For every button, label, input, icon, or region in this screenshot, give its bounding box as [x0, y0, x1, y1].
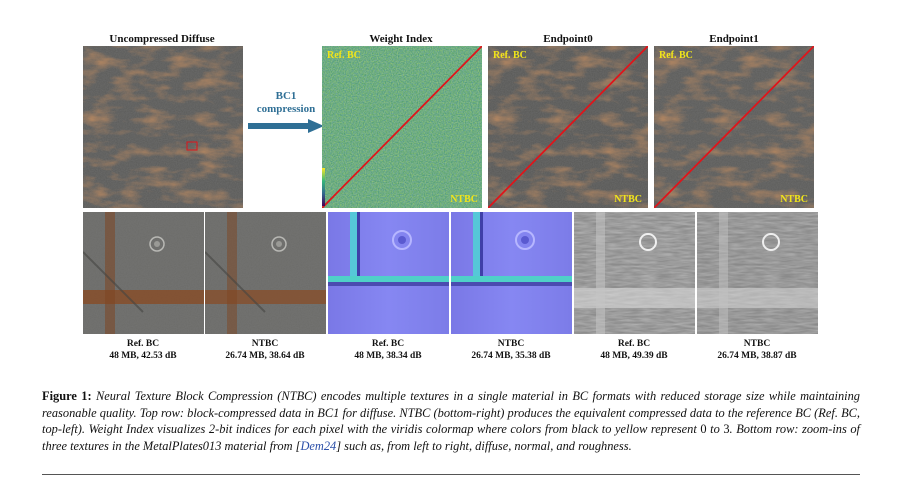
diagonal-line	[654, 46, 814, 208]
caption-text-part1: Neural Texture Block Compression (NTBC) …	[42, 389, 860, 437]
citation-link[interactable]: Dem24	[300, 438, 337, 453]
zoom-caption-name: NTBC	[743, 339, 771, 349]
overlay-ntbc: NTBC	[780, 194, 808, 205]
overlay-ref-bc: Ref. BC	[493, 50, 527, 61]
zoom-caption-name: NTBC	[497, 339, 525, 349]
zoom-caption-stats: 26.74 MB, 38.87 dB	[717, 351, 797, 361]
zoom-diffuse-ntbc-image	[205, 212, 326, 334]
zoom-caption-stats: 48 MB, 49.39 dB	[600, 351, 668, 361]
overlay-ntbc: NTBC	[450, 194, 478, 205]
overlay-ref-bc: Ref. BC	[327, 50, 361, 61]
caption-text-part2: . Bottom row: zoom-ins of three textures…	[42, 422, 860, 453]
zoom-caption-stats: 48 MB, 42.53 dB	[109, 351, 177, 361]
uncompressed-diffuse-image	[83, 46, 243, 208]
caption-value-three: 3	[723, 422, 730, 437]
zoom-caption-stats: 48 MB, 38.34 dB	[354, 351, 422, 361]
figure-label: Figure 1:	[42, 389, 92, 403]
caption-text-mid: to	[706, 422, 724, 437]
title-endpoint1: Endpoint1	[709, 33, 759, 45]
caption-value-zero: 0	[700, 422, 707, 437]
arrow-label-line2: compression	[256, 103, 316, 115]
zoom-normal-ref-image	[328, 212, 449, 334]
caption-bottom-rule	[42, 474, 860, 475]
title-uncompressed-diffuse: Uncompressed Diffuse	[109, 33, 215, 45]
overlay-ref-bc: Ref. BC	[659, 50, 693, 61]
zoom-roughness-ntbc-image	[697, 212, 818, 334]
endpoint0-image: Ref. BC NTBC	[488, 46, 648, 208]
zoom-caption-diffuse-ntbc: NTBC 26.74 MB, 38.64 dB	[195, 338, 335, 362]
weight-index-image: Ref. BC NTBC	[322, 46, 482, 208]
title-endpoint0: Endpoint0	[543, 33, 593, 45]
figure-caption: Figure 1: Neural Texture Block Compressi…	[42, 388, 860, 454]
arrow-label-line1: BC1	[275, 90, 297, 102]
caption-text-part3: ] such as, from left to right, diffuse, …	[336, 438, 632, 453]
zoom-caption-normal-ref: Ref. BC 48 MB, 38.34 dB	[318, 338, 458, 362]
right-arrow-icon	[248, 119, 324, 133]
zoom-normal-ntbc-image	[451, 212, 572, 334]
zoom-caption-roughness-ref: Ref. BC 48 MB, 49.39 dB	[564, 338, 704, 362]
zoom-caption-stats: 26.74 MB, 35.38 dB	[471, 351, 551, 361]
zoom-roughness-ref-image	[574, 212, 695, 334]
zoom-diffuse-ref-image	[83, 212, 204, 334]
diagonal-line	[322, 46, 482, 208]
overlay-ntbc: NTBC	[614, 194, 642, 205]
diagonal-line	[488, 46, 648, 208]
zoom-caption-name: Ref. BC	[617, 339, 651, 349]
zoom-caption-diffuse-ref: Ref. BC 48 MB, 42.53 dB	[73, 338, 213, 362]
zoom-caption-stats: 26.74 MB, 38.64 dB	[225, 351, 305, 361]
endpoint1-image: Ref. BC NTBC	[654, 46, 814, 208]
bc1-compression-label: BC1 compression	[248, 90, 324, 116]
zoom-caption-normal-ntbc: NTBC 26.74 MB, 35.38 dB	[441, 338, 581, 362]
zoom-caption-name: Ref. BC	[371, 339, 405, 349]
title-weight-index: Weight Index	[369, 33, 433, 45]
zoom-caption-name: Ref. BC	[126, 339, 160, 349]
zoom-caption-roughness-ntbc: NTBC 26.74 MB, 38.87 dB	[687, 338, 827, 362]
zoom-caption-name: NTBC	[251, 339, 279, 349]
viridis-colorbar	[322, 168, 325, 206]
